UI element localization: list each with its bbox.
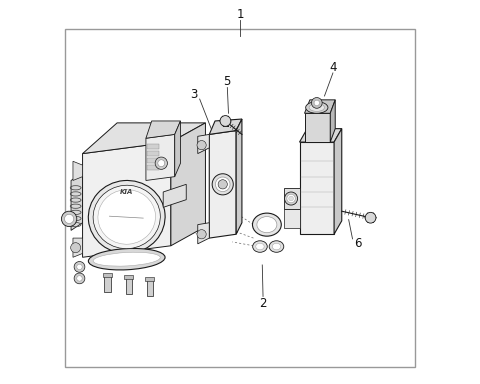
Bar (147, 151, 158, 156)
Polygon shape (83, 123, 205, 154)
Ellipse shape (252, 213, 281, 236)
Polygon shape (334, 129, 342, 234)
Bar (103, 273, 112, 277)
Polygon shape (284, 188, 300, 209)
Polygon shape (146, 134, 175, 180)
Polygon shape (209, 131, 236, 238)
Ellipse shape (93, 185, 160, 249)
Polygon shape (300, 129, 342, 142)
Circle shape (365, 212, 376, 223)
Ellipse shape (289, 196, 293, 201)
Circle shape (314, 100, 320, 106)
Text: 5: 5 (223, 75, 230, 88)
Circle shape (71, 243, 81, 253)
Polygon shape (71, 173, 83, 230)
Ellipse shape (306, 102, 328, 113)
Text: 3: 3 (190, 88, 198, 101)
Circle shape (77, 276, 82, 281)
Ellipse shape (93, 252, 160, 266)
Polygon shape (171, 123, 205, 246)
Ellipse shape (269, 241, 284, 252)
Ellipse shape (212, 174, 233, 195)
Text: 1: 1 (236, 8, 244, 21)
Bar (105, 276, 110, 292)
Ellipse shape (309, 104, 324, 111)
Ellipse shape (216, 177, 230, 192)
Bar (147, 158, 158, 163)
Polygon shape (83, 142, 171, 257)
Polygon shape (146, 121, 180, 138)
Circle shape (77, 264, 82, 270)
Bar (126, 278, 132, 294)
Text: 4: 4 (329, 61, 336, 74)
Ellipse shape (272, 243, 281, 250)
Polygon shape (175, 121, 180, 177)
Circle shape (61, 211, 77, 227)
Ellipse shape (285, 192, 298, 205)
Circle shape (74, 262, 85, 272)
Ellipse shape (252, 241, 267, 252)
Ellipse shape (98, 190, 156, 244)
Ellipse shape (88, 248, 165, 270)
Polygon shape (300, 142, 334, 234)
Polygon shape (304, 100, 335, 113)
Circle shape (197, 141, 206, 150)
Bar (147, 165, 158, 170)
Bar (147, 280, 153, 296)
Circle shape (312, 98, 322, 108)
Ellipse shape (257, 217, 277, 233)
Polygon shape (330, 100, 335, 142)
Polygon shape (73, 161, 83, 180)
Circle shape (74, 273, 85, 284)
Circle shape (64, 214, 74, 223)
Bar (65, 29, 415, 367)
Circle shape (220, 116, 231, 126)
Bar (124, 275, 133, 279)
Polygon shape (163, 184, 186, 207)
Polygon shape (198, 223, 209, 244)
Circle shape (158, 160, 165, 167)
Bar (145, 277, 155, 281)
Polygon shape (284, 209, 300, 228)
Text: KIA: KIA (120, 189, 133, 195)
Text: 6: 6 (355, 237, 362, 250)
Polygon shape (73, 238, 83, 257)
Bar (147, 144, 158, 149)
Ellipse shape (88, 180, 165, 253)
Text: 2: 2 (259, 297, 267, 310)
Ellipse shape (256, 243, 264, 250)
Circle shape (155, 157, 168, 169)
Circle shape (197, 230, 206, 239)
Polygon shape (209, 119, 242, 134)
Polygon shape (304, 113, 330, 142)
Ellipse shape (287, 194, 295, 203)
Polygon shape (236, 119, 242, 234)
Polygon shape (198, 134, 209, 154)
Circle shape (218, 180, 228, 189)
